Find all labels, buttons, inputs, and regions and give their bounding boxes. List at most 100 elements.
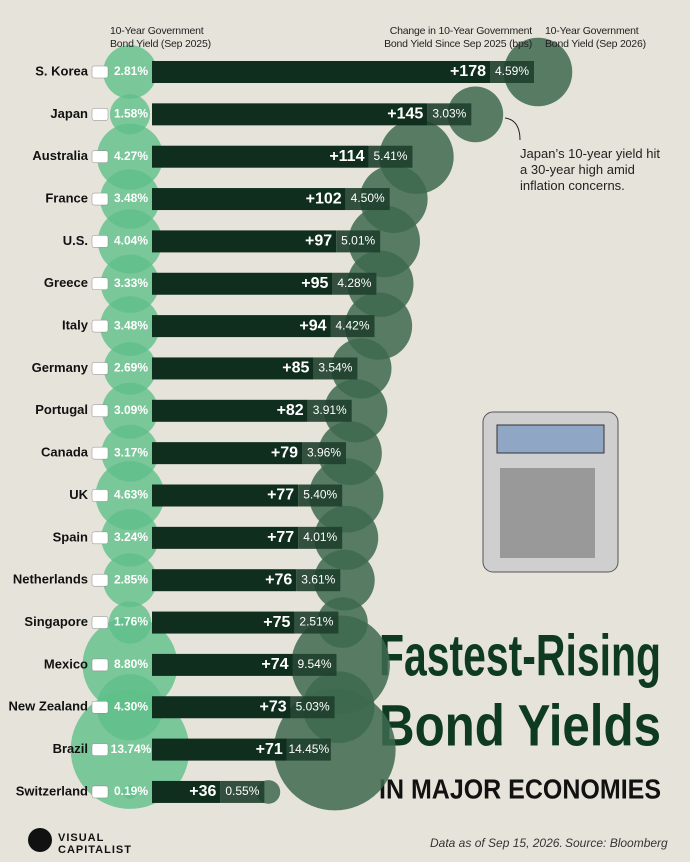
footnote: Data as of Sep 15, 2026.	[430, 836, 563, 850]
yield-2026-label: 5.41%	[373, 149, 407, 163]
yield-2025-bubble	[102, 553, 158, 608]
yield-2025-bubble	[100, 254, 160, 313]
yield-2025-label: 3.48%	[114, 318, 148, 332]
flag	[91, 319, 109, 333]
header-left: 10-Year Government Bond Yield (Sep 2025)	[110, 25, 211, 50]
change-label: +95	[301, 275, 328, 292]
bar	[152, 780, 221, 803]
bar	[152, 484, 299, 507]
flag	[91, 658, 109, 672]
change-label: +82	[277, 402, 304, 419]
circles	[70, 37, 573, 811]
flag	[91, 489, 109, 502]
bar	[152, 103, 428, 126]
country-label: Australia	[32, 148, 88, 163]
bar	[152, 188, 346, 211]
yield-2026-label-box	[298, 484, 343, 507]
change-label: +97	[305, 233, 332, 250]
yield-2025-label: 13.74%	[111, 742, 152, 756]
country-label: Switzerland	[16, 783, 88, 798]
country-label: France	[45, 190, 88, 205]
change-label: +79	[271, 444, 298, 461]
yield-2026-label: 4.42%	[335, 318, 369, 332]
yield-2026-label-box	[307, 399, 352, 422]
yield-2026-label-box	[302, 442, 347, 465]
country-label: Italy	[62, 318, 89, 333]
yield-2026-label-box	[332, 272, 377, 295]
yield-2025-label: 1.76%	[114, 615, 148, 629]
flag	[91, 108, 109, 121]
flag	[91, 150, 109, 163]
yield-2026-label: 0.55%	[225, 784, 259, 798]
bar	[152, 61, 490, 83]
country-label: Mexico	[44, 656, 88, 671]
yield-2026-label-box	[336, 230, 381, 253]
yield-2025-label: 8.80%	[114, 657, 148, 671]
yield-2025-bubble	[97, 209, 163, 274]
yield-2026-label: 14.45%	[288, 742, 329, 756]
subtitle: IN MAJOR ECONOMIES	[379, 773, 661, 804]
yield-2025-label: 3.48%	[114, 191, 148, 205]
yield-2025-label: 4.30%	[114, 699, 148, 713]
yield-2026-label: 5.01%	[341, 234, 375, 248]
change-label: +76	[265, 571, 292, 588]
yield-2026-label-box	[298, 526, 343, 549]
country-label: Netherlands	[13, 572, 88, 587]
change-label: +145	[387, 106, 423, 123]
yield-2026-label: 5.40%	[303, 488, 337, 502]
yield-2026-label-box	[330, 315, 375, 338]
country-label: UK	[69, 487, 88, 502]
bar	[152, 653, 293, 676]
yield-2026-label: 3.03%	[432, 107, 466, 121]
yield-2025-bubble	[123, 784, 137, 799]
yield-2026-label-box	[313, 357, 358, 380]
header-right: 10-Year Government Bond Yield (Sep 2026)	[545, 25, 646, 50]
yield-2025-label: 3.09%	[114, 403, 148, 417]
yield-2025-label: 2.81%	[114, 64, 148, 78]
country-label: U.S.	[63, 233, 88, 248]
change-label: +114	[329, 148, 364, 165]
yield-2026-label: 3.54%	[318, 361, 352, 375]
yield-2026-bubble	[273, 688, 396, 811]
yield-2026-label: 3.96%	[307, 445, 341, 459]
flag	[91, 531, 109, 545]
yield-2025-bubble	[103, 45, 157, 99]
country-label: Portugal	[35, 402, 88, 417]
yield-2026-label-box	[294, 611, 339, 634]
bar	[152, 399, 308, 422]
yield-2026-label-box	[292, 653, 337, 676]
change-label: +178	[450, 63, 486, 80]
flag	[91, 404, 109, 418]
change-label: +94	[299, 317, 326, 334]
country-label: New Zealand	[9, 699, 89, 714]
change-label: +74	[261, 656, 288, 673]
flag	[91, 701, 109, 714]
yield-2025-label: 3.24%	[114, 530, 148, 544]
title: Fastest-Rising	[379, 623, 661, 688]
yield-2026-label: 4.01%	[303, 530, 337, 544]
change-label: +75	[263, 614, 290, 631]
yield-2026-label-box	[296, 569, 341, 592]
bar	[152, 569, 297, 592]
yield-2026-bubble	[503, 37, 573, 107]
yield-2026-label-box	[427, 103, 472, 126]
brand-line: CAPITALIST	[58, 844, 132, 856]
yield-2026-label: 3.91%	[313, 403, 347, 417]
yield-2026-label: 9.54%	[298, 657, 332, 671]
change-label: +102	[306, 190, 342, 207]
header-middle: Change in 10-Year Government Bond Yield …	[384, 25, 532, 50]
country-label: S. Korea	[35, 63, 89, 78]
flag	[91, 616, 109, 629]
brand-line: VISUAL	[58, 832, 105, 844]
bar	[152, 230, 337, 253]
flag	[91, 446, 109, 460]
brand: VISUAL CAPITALIST	[58, 832, 132, 856]
yield-2026-label-box	[368, 145, 413, 168]
country-label: Brazil	[53, 741, 88, 756]
annotation: Japan’s 10-year yield hit a 30-year high…	[520, 146, 660, 193]
yield-2026-label: 4.59%	[495, 64, 529, 78]
yield-2025-label: 3.17%	[114, 445, 148, 459]
change-label: +73	[259, 698, 286, 715]
